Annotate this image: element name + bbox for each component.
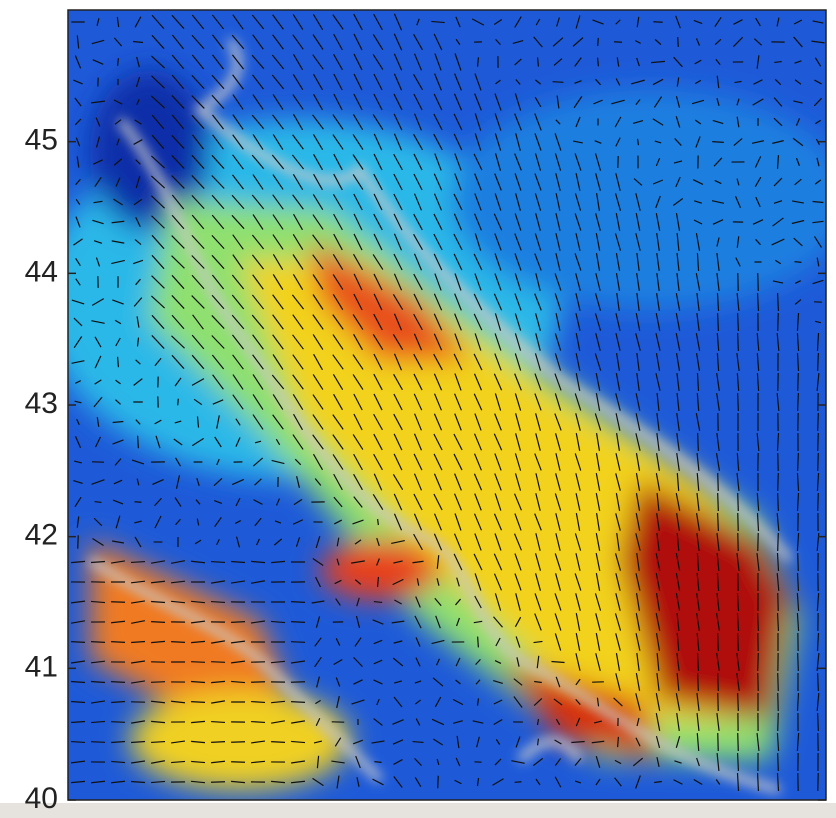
wind-vector: [111, 722, 125, 723]
wind-vector: [798, 453, 799, 471]
wind-vector: [738, 493, 739, 511]
wind-vector: [718, 513, 719, 531]
wind-vector: [118, 58, 119, 66]
wind-vector: [798, 653, 799, 671]
wind-vector: [515, 782, 522, 783]
wind-vector: [111, 682, 125, 683]
wind-vector: [291, 622, 305, 623]
wind-vector: [678, 37, 679, 47]
bottom-strip: [0, 803, 836, 818]
wind-vector: [818, 673, 819, 691]
wind-vector: [738, 333, 739, 351]
wind-vector: [818, 353, 819, 371]
wind-vector: [774, 62, 781, 63]
wind-vector: [178, 399, 179, 406]
wind-vector: [231, 622, 245, 623]
wind-vector: [778, 533, 779, 551]
wind-vector: [718, 493, 719, 511]
y-tick-label: 40: [25, 782, 58, 815]
y-tick-label: 43: [25, 387, 58, 420]
wind-vector: [738, 393, 739, 411]
wind-vector: [191, 702, 205, 703]
y-tick-label: 44: [25, 255, 58, 288]
wind-vector: [653, 22, 662, 23]
wind-vector: [738, 633, 739, 651]
wind-vector: [818, 453, 819, 471]
wind-vector: [598, 38, 599, 46]
wind-vector: [778, 713, 779, 731]
wind-vector: [291, 702, 305, 703]
wind-vector: [738, 753, 739, 771]
wind-vector: [598, 58, 599, 67]
wind-vector: [151, 682, 165, 683]
y-tick-label: 42: [25, 519, 58, 552]
wind-vector: [798, 393, 799, 411]
wind-vector: [778, 293, 779, 311]
wind-vector: [798, 553, 799, 571]
field: [40, 10, 836, 800]
wind-vector: [211, 782, 225, 783]
shade: [130, 690, 350, 790]
wind-vector: [798, 373, 799, 391]
wind-vector: [271, 742, 285, 743]
shade: [450, 90, 836, 310]
wind-vector: [738, 313, 739, 331]
wind-vector: [718, 473, 719, 491]
wind-vector: [71, 642, 85, 643]
wind-vector: [95, 502, 102, 503]
y-tick-label: 45: [25, 124, 58, 157]
wind-vector: [818, 433, 819, 451]
map-figure: 40 41 42 43 44 45: [0, 0, 836, 818]
wind-vector: [718, 633, 719, 651]
wind-vector: [738, 693, 739, 711]
wind-vector: [778, 473, 779, 491]
wind-vector: [211, 742, 225, 743]
wind-vector: [778, 313, 779, 331]
wind-vector: [78, 535, 79, 548]
wind-vector: [478, 637, 479, 648]
wind-vector: [718, 673, 719, 691]
wind-vector: [712, 142, 724, 143]
wind-vector: [795, 262, 802, 263]
wind-vector: [91, 742, 105, 743]
wind-vector: [818, 413, 819, 431]
wind-vector: [778, 673, 779, 691]
wind-vector: [698, 673, 699, 691]
wind-vector: [718, 693, 719, 711]
wind-vector: [553, 82, 564, 83]
wind-vector: [291, 682, 305, 683]
wind-vector: [818, 493, 819, 511]
y-tick-label: 41: [25, 650, 58, 683]
wind-vector: [778, 493, 779, 511]
wind-vector: [171, 642, 185, 643]
wind-vector: [374, 762, 381, 763]
wind-vector: [538, 739, 539, 746]
wind-vector: [378, 519, 379, 525]
wind-vector: [91, 642, 105, 643]
wind-vector: [138, 436, 139, 449]
wind-vector: [211, 602, 225, 603]
wind-vector: [818, 713, 819, 731]
wind-vector: [211, 662, 225, 663]
wind-vector: [191, 662, 205, 663]
wind-vector: [211, 722, 225, 723]
wind-vector: [758, 773, 759, 791]
wind-vector: [614, 42, 622, 43]
wind-vector: [151, 622, 165, 623]
wind-vector: [291, 602, 305, 603]
wind-vector: [758, 653, 759, 671]
wind-vector: [718, 313, 719, 331]
wind-vector: [71, 742, 85, 743]
wind-vector: [618, 737, 619, 747]
wind-vector: [413, 742, 424, 743]
wind-vector: [291, 642, 305, 643]
wind-vector: [111, 642, 125, 643]
wind-vector: [758, 613, 759, 631]
wind-vector: [738, 733, 739, 751]
wind-vector: [698, 433, 699, 451]
wind-vector: [778, 753, 779, 771]
wind-vector: [758, 273, 759, 291]
